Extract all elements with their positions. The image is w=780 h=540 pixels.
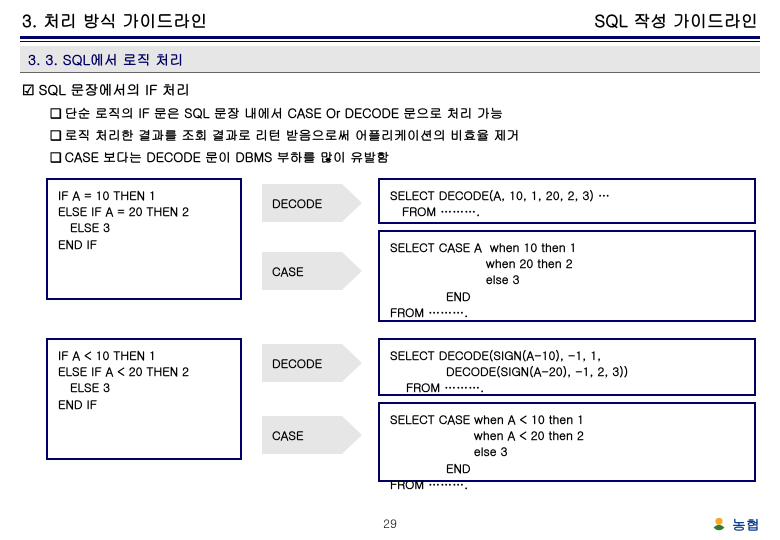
page-header: 3. 처리 방식 가이드라인 SQL 작성 가이드라인: [0, 0, 780, 32]
sql-box-1: SELECT DECODE(A, 10, 1, 20, 2, 3) … FROM…: [378, 178, 756, 224]
sql-box-4: SELECT CASE when A < 10 then 1 when A < …: [378, 402, 756, 482]
content-body: SQL 문장에서의 IF 처리 단순 로직의 IF 문은 SQL 문장 내에서 …: [22, 79, 758, 488]
page-number: 29: [0, 515, 780, 532]
arrow-case-1: CASE: [262, 252, 362, 290]
header-rule: [20, 36, 760, 42]
section-bar: 3. 3. SQL에서 로직 처리: [20, 46, 760, 73]
arrow-case-2: CASE: [262, 416, 362, 454]
footer-logo: 농협: [710, 514, 760, 534]
check-title: SQL 문장에서의 IF 처리: [22, 79, 758, 99]
bullet-3: CASE 보다는 DECODE 문이 DBMS 부하를 많이 유발함: [50, 147, 758, 166]
diagram-area: IF A = 10 THEN 1 ELSE IF A = 20 THEN 2 E…: [46, 178, 756, 488]
logo-text: 농협: [732, 514, 760, 534]
header-left-title: 3. 처리 방식 가이드라인: [22, 8, 207, 32]
logo-icon: [710, 515, 728, 533]
arrow-decode-2: DECODE: [262, 344, 362, 382]
sql-box-3: SELECT DECODE(SIGN(A-10), -1, 1, DECODE(…: [378, 338, 756, 396]
pseudo-code-box-1: IF A = 10 THEN 1 ELSE IF A = 20 THEN 2 E…: [46, 178, 242, 300]
sql-box-2: SELECT CASE A when 10 then 1 when 20 the…: [378, 230, 756, 322]
pseudo-code-box-2: IF A < 10 THEN 1 ELSE IF A < 20 THEN 2 E…: [46, 338, 242, 460]
arrow-decode-1: DECODE: [262, 184, 362, 222]
header-right-title: SQL 작성 가이드라인: [595, 8, 758, 32]
bullet-2: 로직 처리한 결과를 조회 결과로 리턴 받음으로써 어플리케이션의 비효율 제…: [50, 125, 758, 144]
bullet-1: 단순 로직의 IF 문은 SQL 문장 내에서 CASE Or DECODE 문…: [50, 103, 758, 122]
